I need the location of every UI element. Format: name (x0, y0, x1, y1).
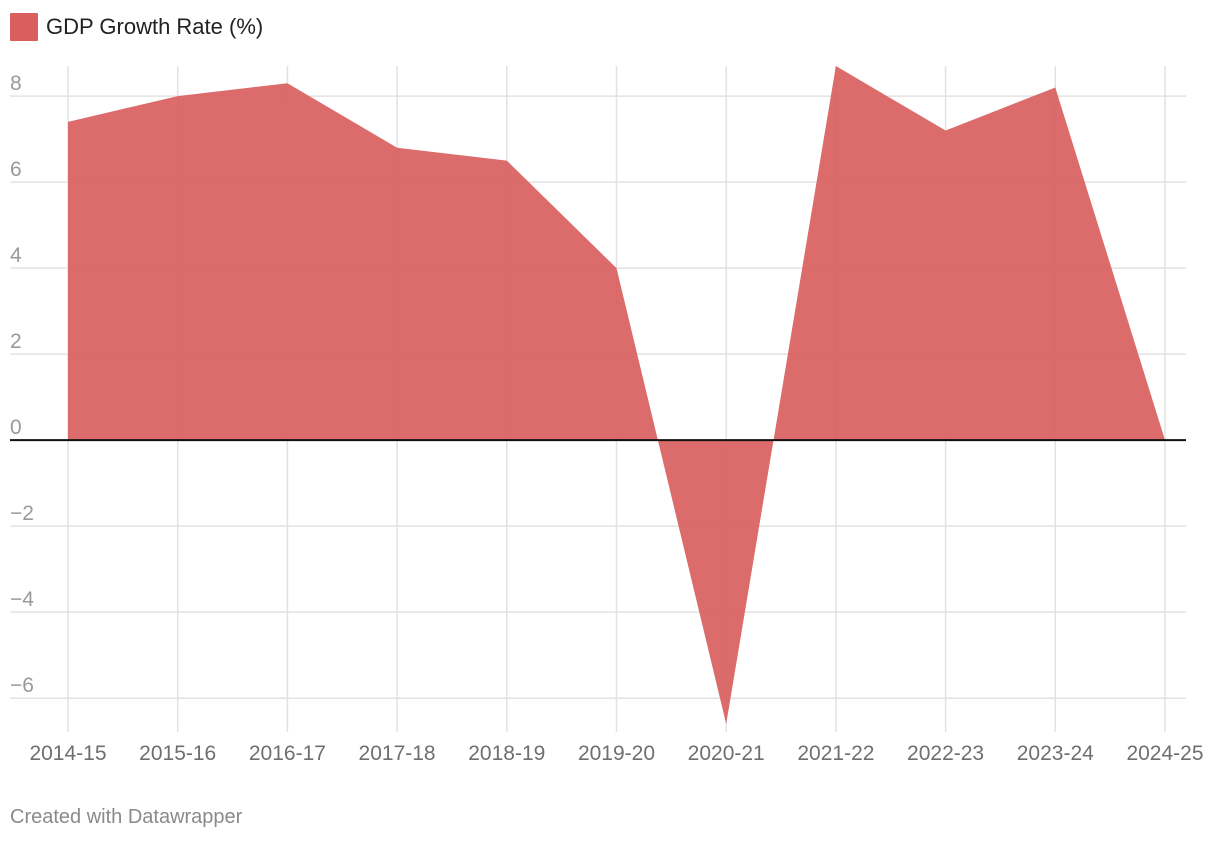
y-tick-label: 0 (10, 416, 22, 439)
y-tick-label: 8 (10, 72, 22, 95)
x-tick-label: 2016-17 (249, 742, 326, 765)
y-axis-labels: 8 6 4 2 0 −2 −4 −6 (10, 72, 34, 697)
y-tick-label: −6 (10, 674, 34, 697)
y-tick-label: −4 (10, 588, 34, 611)
legend: GDP Growth Rate (%) (10, 12, 263, 42)
y-tick-label: −2 (10, 502, 34, 525)
x-tick-label: 2017-18 (359, 742, 436, 765)
y-tick-label: 6 (10, 158, 22, 181)
x-tick-label: 2014-15 (29, 742, 106, 765)
x-tick-label: 2021-22 (797, 742, 874, 765)
x-tick-label: 2020-21 (688, 742, 765, 765)
area-layer (68, 66, 1165, 724)
legend-label: GDP Growth Rate (%) (46, 14, 264, 39)
x-tick-label: 2018-19 (468, 742, 545, 765)
y-tick-label: 4 (10, 244, 22, 267)
x-axis-labels: 2014-15 2015-16 2016-17 2017-18 2018-19 2019-… (29, 742, 1203, 765)
x-tick-label: 2022-23 (907, 742, 984, 765)
y-tick-label: 2 (10, 330, 22, 353)
footer-credit: Created with Datawrapper (10, 806, 243, 828)
x-tick-label: 2024-25 (1126, 742, 1203, 765)
x-tick-label: 2015-16 (139, 742, 216, 765)
x-tick-label: 2019-20 (578, 742, 655, 765)
x-tick-label: 2023-24 (1017, 742, 1094, 765)
legend-swatch (10, 13, 38, 41)
area-series-gdp-growth (68, 66, 1165, 724)
